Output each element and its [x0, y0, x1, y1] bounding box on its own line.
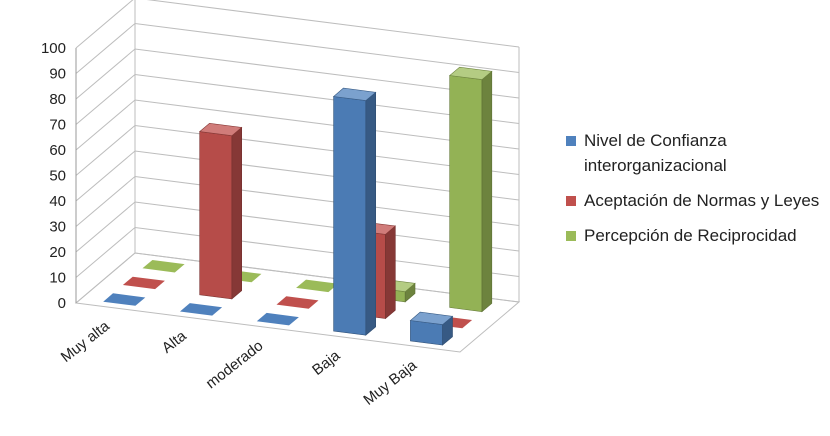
bar-top: [276, 296, 319, 309]
bar: [332, 87, 377, 336]
x-tick-label: moderado: [203, 337, 267, 392]
chart-legend: Nivel de Confianza interorganizacional A…: [566, 128, 828, 258]
legend-swatch: [566, 231, 576, 241]
legend-item: Nivel de Confianza interorganizacional: [566, 128, 828, 178]
bar-front: [449, 75, 483, 313]
y-tick-label: 40: [49, 193, 66, 210]
bar: [198, 122, 243, 300]
bar-top: [448, 66, 493, 80]
bar-top: [103, 293, 146, 306]
gridline: [75, 0, 520, 49]
x-tick-label: Muy alta: [58, 317, 114, 366]
bar: [256, 312, 299, 326]
bar-side: [481, 70, 493, 313]
y-tick-label: 30: [49, 219, 66, 236]
bar-front: [333, 96, 367, 336]
y-tick-label: 20: [49, 244, 66, 261]
x-tick-label: Alta: [159, 327, 190, 357]
gridline: [75, 22, 520, 74]
bars: [103, 66, 493, 346]
bar: [180, 303, 223, 316]
bar: [409, 311, 454, 346]
bar-top: [198, 122, 243, 137]
x-tick-label: Baja: [309, 347, 344, 379]
bar: [448, 66, 493, 313]
bar-top: [332, 87, 377, 101]
y-tick-label: 10: [49, 270, 66, 287]
bar-front: [199, 131, 233, 300]
y-tick-label: 80: [49, 91, 66, 108]
bar-top: [256, 312, 299, 326]
bar: [142, 260, 185, 273]
bar-top: [122, 276, 165, 290]
x-tick-label: Muy Baja: [360, 356, 420, 408]
y-tick-label: 60: [49, 142, 66, 159]
y-tick-label: 90: [49, 66, 66, 83]
bar-top: [409, 311, 454, 325]
legend-swatch: [566, 196, 576, 206]
bar: [103, 293, 146, 306]
legend-item: Percepción de Reciprocidad: [566, 223, 828, 248]
bar-side: [365, 91, 377, 336]
bar-top: [296, 279, 339, 293]
bar: [122, 276, 165, 290]
legend-label: Percepción de Reciprocidad: [584, 226, 797, 245]
bar: [276, 296, 319, 309]
bar: [296, 279, 339, 293]
bar-top: [142, 260, 185, 273]
bar-side: [385, 225, 396, 320]
legend-label: Nivel de Confianza interorganizacional: [584, 131, 727, 175]
y-tick-label: 100: [41, 40, 66, 57]
legend-item: Aceptación de Normas y Leyes: [566, 188, 828, 213]
y-tick-label: 50: [49, 168, 66, 185]
y-tick-label: 70: [49, 117, 66, 134]
y-ticks: 0 10 20 30 40 50 60 70 80 90 100: [41, 40, 66, 312]
legend-swatch: [566, 136, 576, 146]
bar-top: [180, 303, 223, 316]
legend-label: Aceptación de Normas y Leyes: [584, 191, 820, 210]
bar-side: [231, 126, 242, 300]
y-tick-label: 0: [58, 295, 66, 312]
